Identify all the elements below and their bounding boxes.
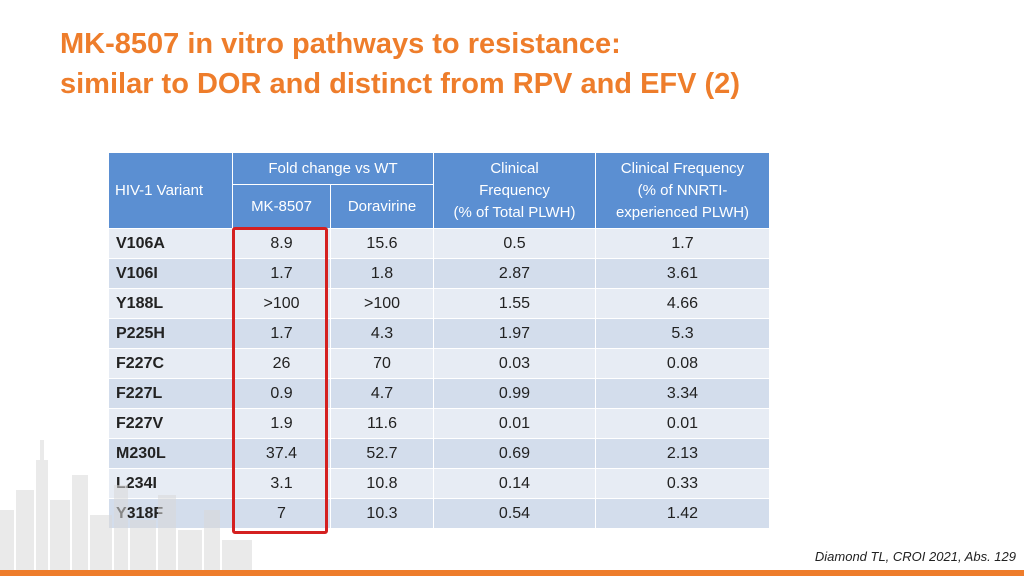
header-clinical-frequency-nnrti: Clinical Frequency (% of NNRTI- experien…: [595, 152, 770, 229]
cell-freq-nnrti: 0.01: [595, 408, 770, 439]
header-clinical-total-line-1: Clinical: [490, 159, 539, 177]
resistance-table: HIV-1 Variant Fold change vs WT Clinical…: [108, 152, 770, 529]
cell-freq-total: 0.14: [433, 468, 596, 499]
title-line-2: similar to DOR and distinct from RPV and…: [60, 68, 740, 100]
cell-mk8507: 8.9: [232, 228, 331, 259]
cell-doravirine: 15.6: [330, 228, 434, 259]
header-clinical-total-line-2: Frequency: [479, 181, 550, 199]
cell-doravirine: 4.3: [330, 318, 434, 349]
cell-mk8507: 26: [232, 348, 331, 379]
table-row: Y318F 7 10.3 0.54 1.42: [108, 498, 770, 529]
table-row: V106A 8.9 15.6 0.5 1.7: [108, 228, 770, 259]
table-row: L234I 3.1 10.8 0.14 0.33: [108, 468, 770, 499]
header-clinical-nnrti-line-1: Clinical Frequency: [620, 159, 745, 177]
table-row: Y188L >100 >100 1.55 4.66: [108, 288, 770, 319]
header-clinical-frequency-total: Clinical Frequency (% of Total PLWH): [433, 152, 596, 229]
cell-freq-total: 0.99: [433, 378, 596, 409]
cell-freq-total: 0.5: [433, 228, 596, 259]
cell-freq-nnrti: 3.34: [595, 378, 770, 409]
cell-mk8507: 37.4: [232, 438, 331, 469]
cell-freq-nnrti: 0.08: [595, 348, 770, 379]
cell-mk8507: 3.1: [232, 468, 331, 499]
header-clinical-total-line-3: (% of Total PLWH): [453, 203, 576, 221]
cell-doravirine: 1.8: [330, 258, 434, 289]
title-line-1: MK-8507 in vitro pathways to resistance:: [60, 28, 621, 60]
cell-freq-total: 1.97: [433, 318, 596, 349]
cell-variant: P225H: [108, 318, 233, 349]
cell-freq-total: 1.55: [433, 288, 596, 319]
cell-variant: L234I: [108, 468, 233, 499]
table-row: F227L 0.9 4.7 0.99 3.34: [108, 378, 770, 409]
cell-mk8507: 1.7: [232, 258, 331, 289]
header-mk8507: MK-8507: [232, 184, 331, 229]
cell-doravirine: >100: [330, 288, 434, 319]
table-row: V106I 1.7 1.8 2.87 3.61: [108, 258, 770, 289]
cell-mk8507: >100: [232, 288, 331, 319]
cell-mk8507: 1.9: [232, 408, 331, 439]
cell-doravirine: 10.8: [330, 468, 434, 499]
cell-freq-total: 0.69: [433, 438, 596, 469]
cell-doravirine: 11.6: [330, 408, 434, 439]
cell-variant: V106A: [108, 228, 233, 259]
table-row: F227C 26 70 0.03 0.08: [108, 348, 770, 379]
city-skyline-decoration: [0, 440, 252, 570]
cell-doravirine: 10.3: [330, 498, 434, 529]
header-fold-change: Fold change vs WT: [232, 152, 434, 185]
header-hiv-variant: HIV-1 Variant: [108, 152, 233, 229]
cell-doravirine: 4.7: [330, 378, 434, 409]
cell-variant: F227V: [108, 408, 233, 439]
cell-freq-nnrti: 0.33: [595, 468, 770, 499]
cell-freq-total: 2.87: [433, 258, 596, 289]
cell-variant: V106I: [108, 258, 233, 289]
table-row: P225H 1.7 4.3 1.97 5.3: [108, 318, 770, 349]
table-row: M230L 37.4 52.7 0.69 2.13: [108, 438, 770, 469]
cell-freq-total: 0.01: [433, 408, 596, 439]
cell-freq-nnrti: 1.7: [595, 228, 770, 259]
cell-freq-nnrti: 5.3: [595, 318, 770, 349]
cell-mk8507: 1.7: [232, 318, 331, 349]
cell-freq-nnrti: 4.66: [595, 288, 770, 319]
cell-variant: Y188L: [108, 288, 233, 319]
cell-freq-total: 0.03: [433, 348, 596, 379]
cell-mk8507: 7: [232, 498, 331, 529]
cell-doravirine: 52.7: [330, 438, 434, 469]
citation: Diamond TL, CROI 2021, Abs. 129: [814, 549, 1016, 564]
cell-freq-nnrti: 1.42: [595, 498, 770, 529]
cell-mk8507: 0.9: [232, 378, 331, 409]
cell-variant: F227L: [108, 378, 233, 409]
cell-doravirine: 70: [330, 348, 434, 379]
header-clinical-nnrti-line-3: experienced PLWH): [615, 203, 750, 221]
bottom-accent-bar: [0, 570, 1024, 576]
cell-freq-total: 0.54: [433, 498, 596, 529]
cell-freq-nnrti: 3.61: [595, 258, 770, 289]
header-doravirine: Doravirine: [330, 184, 434, 229]
cell-freq-nnrti: 2.13: [595, 438, 770, 469]
cell-variant: F227C: [108, 348, 233, 379]
header-clinical-nnrti-line-2: (% of NNRTI-: [637, 181, 728, 199]
slide-title: MK-8507 in vitro pathways to resistance:…: [60, 24, 960, 104]
